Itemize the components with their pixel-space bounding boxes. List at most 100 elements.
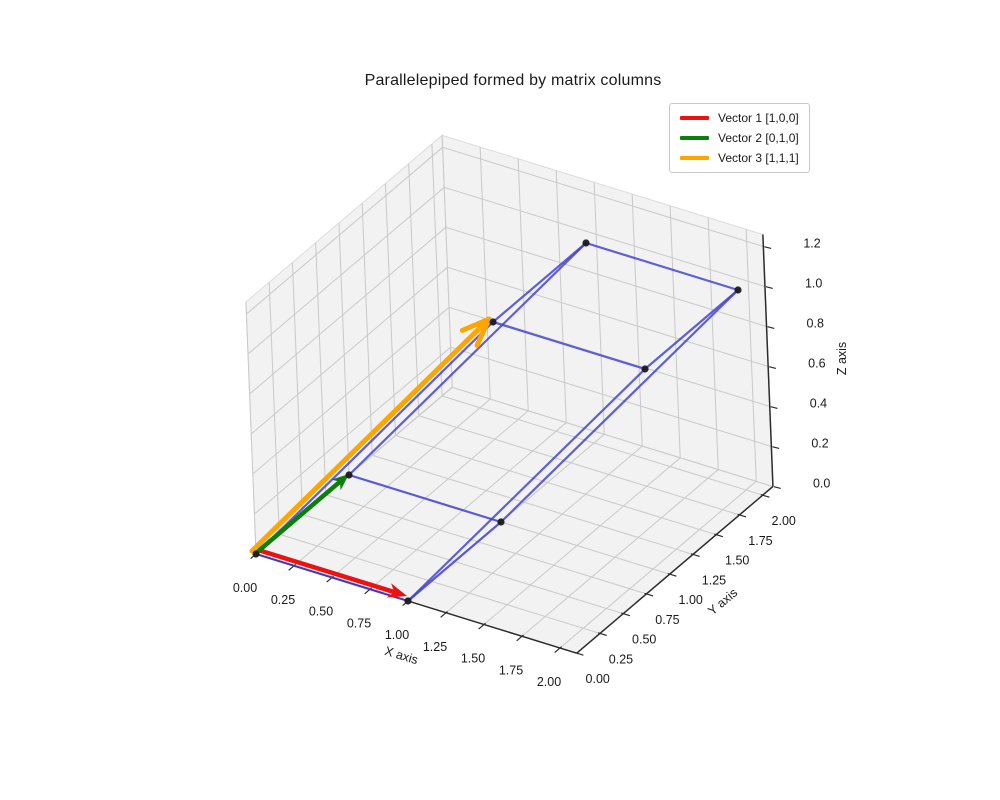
y-tick bbox=[690, 553, 700, 558]
grid-line bbox=[246, 146, 443, 315]
z-axis-spine bbox=[762, 234, 774, 487]
vertex-dot bbox=[404, 597, 412, 605]
x-tick-label: 0.75 bbox=[347, 616, 371, 630]
y-tick bbox=[597, 632, 607, 637]
x-tick bbox=[554, 646, 562, 653]
legend-entry: Vector 3 [1,1,1] bbox=[680, 151, 799, 165]
y-tick-label: 1.25 bbox=[702, 573, 726, 587]
grid-line bbox=[372, 454, 694, 555]
y-tick bbox=[574, 652, 584, 656]
grid-line bbox=[338, 222, 350, 476]
parallelepiped-edge bbox=[491, 320, 647, 371]
grid-line bbox=[447, 266, 769, 367]
vertex-dot bbox=[345, 471, 353, 479]
legend-swatch bbox=[680, 116, 709, 120]
z-axis-label: Z axis bbox=[835, 342, 849, 375]
grid-line bbox=[593, 182, 605, 435]
x-tick bbox=[516, 634, 524, 642]
y-tick bbox=[667, 573, 677, 577]
z-tick-label: 0.6 bbox=[808, 356, 825, 370]
grid-line bbox=[517, 158, 529, 411]
grid-line bbox=[418, 415, 740, 516]
grid-line bbox=[444, 186, 766, 287]
grid-line bbox=[555, 170, 567, 423]
parallelepiped-edge bbox=[491, 241, 588, 324]
vector-arrow-3-shaft bbox=[249, 316, 492, 554]
z-tick-label: 1.2 bbox=[803, 236, 820, 250]
z-tick bbox=[772, 446, 780, 449]
parallelepiped-edge bbox=[347, 473, 503, 524]
grid-line bbox=[291, 262, 303, 515]
grid-line bbox=[395, 435, 717, 536]
vector-arrow-1-head bbox=[386, 583, 407, 598]
legend-entry-label: Vector 1 [1,0,0] bbox=[718, 111, 799, 125]
y-tick-label: 1.00 bbox=[679, 593, 703, 607]
x-axis-label: X axis bbox=[383, 644, 420, 667]
y-axis-label: Y axis bbox=[705, 586, 740, 618]
z-tick bbox=[770, 406, 778, 409]
grid-line bbox=[452, 386, 774, 487]
grid-line bbox=[249, 226, 447, 395]
legend-entry: Vector 2 [0,1,0] bbox=[680, 131, 799, 145]
grid-line bbox=[369, 422, 567, 590]
y-tick bbox=[760, 494, 770, 498]
x-tick-label: 1.50 bbox=[461, 652, 485, 666]
x-tick bbox=[440, 610, 448, 618]
grid-line bbox=[268, 282, 280, 535]
vertex-dot bbox=[641, 365, 649, 373]
grid-line bbox=[745, 229, 757, 482]
grid-line bbox=[293, 398, 491, 567]
grid-line bbox=[631, 194, 643, 447]
x-tick bbox=[478, 622, 486, 630]
vertex-dot bbox=[734, 286, 742, 294]
z-tick bbox=[765, 286, 773, 289]
legend-entry: Vector 1 [1,0,0] bbox=[680, 111, 799, 125]
y-tick-label: 0.25 bbox=[609, 652, 633, 666]
grid-line bbox=[252, 306, 450, 475]
z-tick bbox=[768, 366, 777, 369]
grid-line bbox=[483, 457, 681, 625]
grid-line bbox=[315, 242, 327, 495]
z-tick-label: 0.2 bbox=[811, 436, 828, 450]
y-tick-label: 2.00 bbox=[772, 514, 796, 528]
z-tick-label: 0.4 bbox=[810, 396, 827, 410]
z-tick-label: 0.0 bbox=[813, 476, 830, 490]
vector-arrow-2-shaft bbox=[253, 477, 345, 556]
z-tick bbox=[773, 486, 781, 489]
legend-entry-label: Vector 2 [0,1,0] bbox=[718, 131, 799, 145]
legend-entry-label: Vector 3 [1,1,1] bbox=[718, 151, 799, 165]
grid-line bbox=[325, 494, 647, 595]
grid-line bbox=[441, 135, 453, 388]
grid-line bbox=[669, 205, 681, 458]
y-tick bbox=[714, 533, 724, 538]
y-tick-label: 1.75 bbox=[748, 534, 772, 548]
grid-line bbox=[247, 186, 445, 355]
y-tick-label: 1.50 bbox=[725, 554, 749, 568]
parallelepiped-edge bbox=[406, 520, 503, 603]
parallelepiped-edge bbox=[643, 288, 740, 371]
x-tick-label: 1.75 bbox=[499, 663, 523, 677]
vector-arrow-3-barb bbox=[474, 316, 492, 348]
y-tick bbox=[737, 513, 747, 518]
legend-swatch bbox=[680, 136, 709, 140]
grid-line bbox=[384, 183, 396, 436]
legend-swatch bbox=[680, 156, 709, 160]
grid-line bbox=[479, 147, 491, 400]
grid-line bbox=[361, 203, 373, 456]
grid-line bbox=[279, 533, 601, 634]
grid-line bbox=[445, 445, 643, 614]
x-tick-label: 0.25 bbox=[271, 593, 295, 607]
vector-arrow-2-head bbox=[331, 474, 349, 491]
x-tick-label: 1.25 bbox=[423, 640, 447, 654]
grid-line bbox=[250, 266, 448, 435]
z-tick bbox=[767, 326, 775, 329]
grid-line bbox=[441, 395, 763, 496]
vertex-dot bbox=[489, 318, 497, 326]
x-tick-label: 0.50 bbox=[309, 605, 333, 619]
z-tick-label: 0.8 bbox=[807, 316, 824, 330]
vertex-dot bbox=[582, 239, 590, 247]
vector-arrow-3-barb bbox=[459, 316, 492, 333]
vertex-dot bbox=[497, 518, 505, 526]
grid-line bbox=[450, 346, 772, 447]
